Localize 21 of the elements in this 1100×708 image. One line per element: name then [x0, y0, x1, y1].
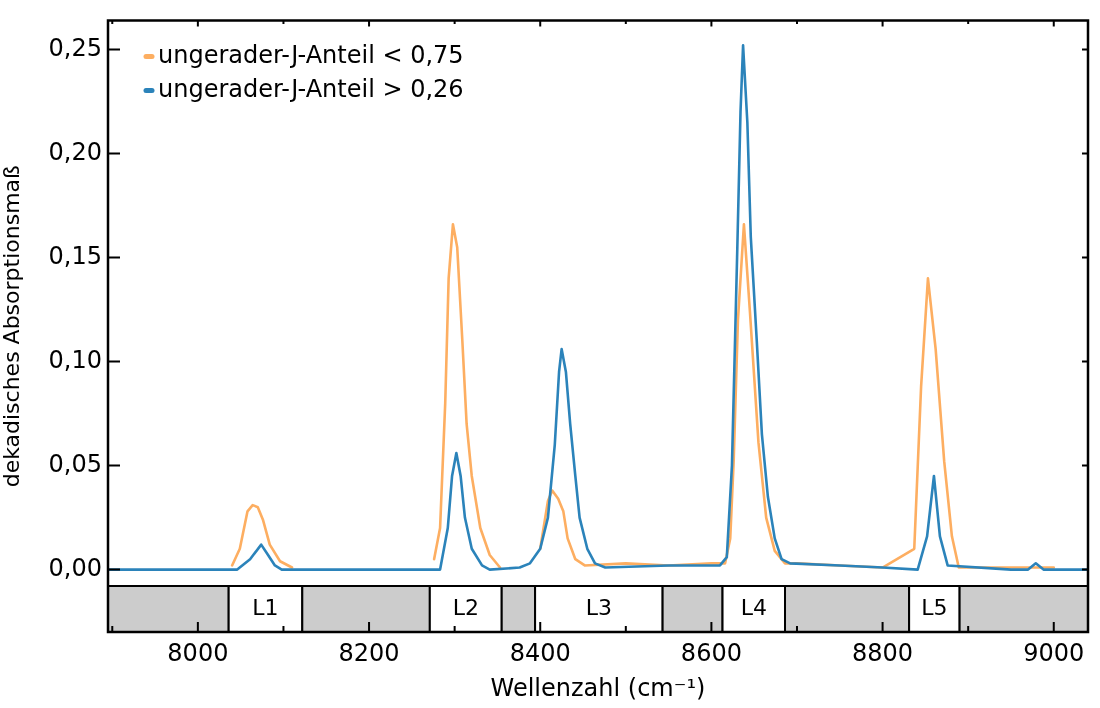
x-tick-label: 8400	[509, 638, 571, 667]
legend-label: ungerader-J-Anteil < 0,75	[158, 40, 464, 69]
y-tick-label: 0,15	[48, 241, 102, 270]
y-tick-label: 0,00	[48, 553, 102, 582]
band-label: L5	[921, 594, 948, 620]
x-tick-label: 8800	[852, 638, 914, 667]
y-tick-label: 0,10	[48, 345, 102, 374]
band-label: L1	[252, 594, 279, 620]
band-label: L3	[585, 594, 612, 620]
y-tick-label: 0,20	[48, 137, 102, 166]
band-label: L4	[740, 594, 767, 620]
x-tick-label: 8200	[338, 638, 400, 667]
y-axis-title: dekadisches Absorptionsmaß	[0, 165, 24, 488]
band-label: L2	[452, 594, 479, 620]
x-tick-label: 8000	[167, 638, 229, 667]
y-tick-label: 0,25	[48, 33, 102, 62]
x-axis-title: Wellenzahl (cm⁻¹)	[490, 673, 706, 702]
x-tick-label: 9000	[1023, 638, 1085, 667]
x-tick-label: 8600	[680, 638, 742, 667]
y-tick-label: 0,05	[48, 449, 102, 478]
legend-label: ungerader-J-Anteil > 0,26	[158, 74, 464, 103]
